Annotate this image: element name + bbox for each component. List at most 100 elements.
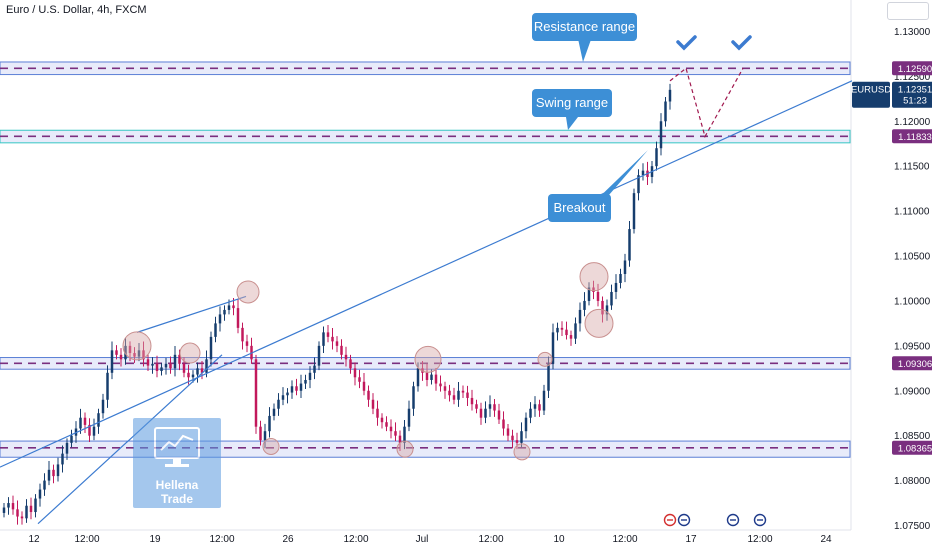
candle-body xyxy=(340,345,343,355)
candle-body xyxy=(520,431,523,443)
candle-body xyxy=(232,305,235,309)
candle-body xyxy=(322,332,325,346)
y-tick-label-5: 1.10500 xyxy=(894,252,931,263)
candle-body xyxy=(218,314,222,324)
candle-body xyxy=(389,426,393,432)
candle-body xyxy=(241,327,244,342)
y-tick-label-2: 1.12000 xyxy=(894,117,931,128)
candle-body xyxy=(88,424,91,436)
price-tag-0 xyxy=(892,61,932,76)
candle-body xyxy=(142,350,145,360)
candle-body xyxy=(83,417,87,425)
candle-body xyxy=(376,408,379,418)
candle-body xyxy=(25,505,28,519)
touch-circle-4 xyxy=(537,351,553,367)
callout-swing-label: Swing range xyxy=(536,95,608,110)
candle-body xyxy=(592,287,595,292)
candle-body xyxy=(542,390,546,411)
candle-body xyxy=(475,404,478,409)
candle-body xyxy=(470,397,474,405)
price-axis-settings[interactable] xyxy=(887,2,929,20)
candle-body xyxy=(65,442,69,454)
candle-body xyxy=(34,498,37,513)
touch-circle-2 xyxy=(236,280,260,304)
candle-body xyxy=(583,300,586,310)
candle-body xyxy=(659,121,663,149)
candle-body xyxy=(43,480,46,490)
candle-body xyxy=(619,273,622,283)
callout-resistance xyxy=(532,13,637,41)
candle-body xyxy=(502,419,505,429)
hellena-trade-logo: Hellena Trade xyxy=(133,418,221,508)
x-tick-label-2: 19 xyxy=(149,534,161,545)
candle-body xyxy=(538,404,541,411)
price-tag-label-1: 1.11833 xyxy=(898,132,932,143)
logo-text-line1: Hellena xyxy=(155,478,199,492)
x-tick-label-8: 10 xyxy=(553,534,565,545)
current-price-label: 1.12351 xyxy=(898,85,932,96)
candle-body xyxy=(497,410,501,420)
callout-breakout xyxy=(548,194,611,222)
candle-body xyxy=(115,350,118,355)
candle-body xyxy=(380,417,384,423)
logo-text-line2: Trade xyxy=(160,492,193,506)
candle-body xyxy=(209,336,213,360)
candle-body xyxy=(110,350,114,373)
candle-body xyxy=(443,386,447,391)
candle-body xyxy=(304,379,307,384)
candle-body xyxy=(349,359,352,369)
candle-body xyxy=(331,336,334,342)
candle-body xyxy=(362,381,366,391)
candle-body xyxy=(551,332,555,364)
candle-body xyxy=(524,417,528,432)
trendline-upper-channel xyxy=(136,295,247,333)
y-tick-label-4: 1.11000 xyxy=(894,207,930,218)
candle-body xyxy=(430,374,433,380)
candle-body xyxy=(214,323,217,337)
candle-body xyxy=(164,363,168,368)
candle-body xyxy=(511,435,514,441)
candle-body xyxy=(628,229,631,261)
candle-body xyxy=(596,291,600,301)
candle-body xyxy=(610,291,613,306)
touch-circle-7 xyxy=(262,437,280,455)
trendline-lower-channel xyxy=(37,354,223,525)
candle-body xyxy=(97,413,100,427)
y-tick-label-11: 1.07500 xyxy=(894,521,931,532)
candle-body xyxy=(416,368,420,387)
candle-body xyxy=(187,372,190,378)
candle-body xyxy=(394,431,397,436)
candle-body xyxy=(569,335,573,339)
price-tag-label-0: 1.12590 xyxy=(898,64,932,75)
candle-body xyxy=(623,260,627,274)
candle-body xyxy=(668,89,672,102)
candle-body xyxy=(641,170,645,176)
candle-body xyxy=(286,392,289,396)
x-tick-label-10: 17 xyxy=(685,534,697,545)
callout-resistance-pointer xyxy=(578,41,591,62)
zone-3 xyxy=(0,440,851,458)
candle-body xyxy=(637,175,640,194)
candle-body xyxy=(11,503,15,510)
candle-body xyxy=(529,408,532,418)
y-tick-label-8: 1.09000 xyxy=(894,386,931,397)
candle-body xyxy=(403,426,406,443)
candle-body xyxy=(421,368,424,373)
candle-body xyxy=(556,327,559,333)
candle-body xyxy=(317,345,321,366)
x-tick-label-11: 12:00 xyxy=(747,534,772,545)
y-tick-label-3: 1.11500 xyxy=(894,162,930,173)
symbol-tag-label: EURUSD xyxy=(851,85,891,96)
candle-body xyxy=(128,345,132,354)
candle-body xyxy=(101,399,105,414)
callout-swing-pointer xyxy=(566,117,578,130)
candle-body xyxy=(200,368,204,373)
candle-body xyxy=(52,469,55,477)
candle-body xyxy=(2,507,6,513)
candle-body xyxy=(245,341,249,346)
projection-path xyxy=(669,67,744,139)
candle-body xyxy=(178,354,181,364)
candle-body xyxy=(151,363,154,366)
x-tick-label-7: 12:00 xyxy=(478,534,503,545)
candle-body xyxy=(371,399,375,409)
